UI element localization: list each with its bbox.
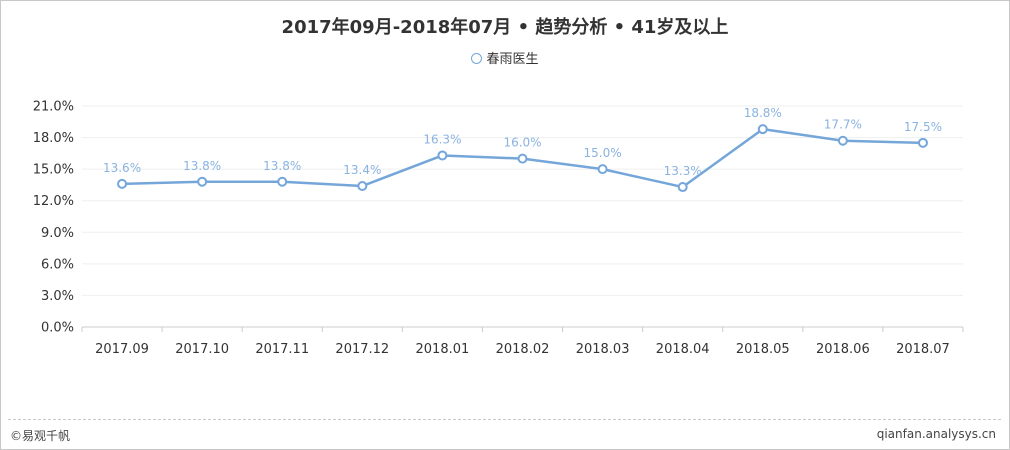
x-tick-label: 2017.12	[335, 342, 389, 357]
line-chart: 0.0% 3.0% 6.0% 9.0% 12.0% 15.0% 18.0% 21.0% 2017…	[33, 100, 964, 357]
data-point[interactable]	[757, 124, 768, 135]
x-tick-label: 2018.07	[896, 342, 950, 357]
data-point[interactable]	[437, 150, 448, 161]
grid-lines	[82, 105, 963, 296]
x-tick-label: 2018.05	[736, 342, 790, 357]
y-tick-label: 18.0%	[33, 131, 74, 146]
x-tick-label: 2017.10	[175, 342, 229, 357]
y-tick-label: 9.0%	[41, 226, 74, 241]
x-tick-label: 2018.04	[656, 342, 710, 357]
y-tick-label: 12.0%	[33, 194, 74, 209]
data-label: 13.3%	[664, 164, 702, 178]
data-point[interactable]	[357, 180, 368, 191]
data-label: 18.8%	[744, 106, 782, 120]
footer-brand: ©易观千帆	[10, 429, 71, 443]
data-label: 17.7%	[824, 118, 862, 132]
legend-circle-icon	[471, 53, 483, 64]
data-label: 13.4%	[343, 163, 381, 177]
x-tick-label: 2018.06	[816, 342, 870, 357]
legend[interactable]: 春雨医生	[0, 48, 1010, 67]
x-tick-label: 2017.11	[255, 342, 309, 357]
axes: 0.0% 3.0% 6.0% 9.0% 12.0% 15.0% 18.0% 21.0% 2017…	[33, 100, 964, 357]
data-point[interactable]	[837, 135, 848, 146]
data-point[interactable]	[917, 137, 928, 148]
x-tick-label: 2018.03	[576, 342, 630, 357]
chart-title: 2017年09月-2018年07月 • 趋势分析 • 41岁及以上	[281, 17, 729, 38]
x-tick-label: 2018.02	[496, 342, 550, 357]
x-tick-label: 2018.01	[416, 342, 470, 357]
footer-divider	[8, 419, 1001, 420]
y-tick-label: 3.0%	[41, 289, 74, 304]
data-label: 13.6%	[103, 161, 141, 175]
data-point[interactable]	[277, 176, 288, 187]
data-label: 16.0%	[503, 136, 541, 150]
x-tick-label: 2017.09	[95, 342, 149, 357]
data-label: 13.8%	[263, 159, 301, 173]
y-tick-label: 0.0%	[41, 321, 74, 336]
data-labels: 13.6% 13.8% 13.8% 13.4% 16.3% 16.0% 15.0% 13.3%…	[103, 106, 942, 178]
data-point[interactable]	[517, 153, 528, 164]
data-label: 17.5%	[904, 120, 942, 134]
y-tick-label: 15.0%	[33, 163, 74, 178]
y-tick-label: 6.0%	[41, 257, 74, 272]
series-line	[117, 124, 928, 193]
y-tick-label: 21.0%	[33, 100, 74, 115]
legend-label: 春雨医生	[486, 52, 539, 67]
data-label: 15.0%	[584, 146, 622, 160]
data-label: 13.8%	[183, 159, 221, 173]
data-point[interactable]	[597, 164, 608, 175]
footer-site-url[interactable]: qianfan.analysys.cn	[876, 427, 996, 441]
data-label: 16.3%	[423, 132, 461, 146]
data-point[interactable]	[197, 176, 208, 187]
data-point[interactable]	[677, 182, 688, 193]
data-point[interactable]	[117, 178, 128, 189]
